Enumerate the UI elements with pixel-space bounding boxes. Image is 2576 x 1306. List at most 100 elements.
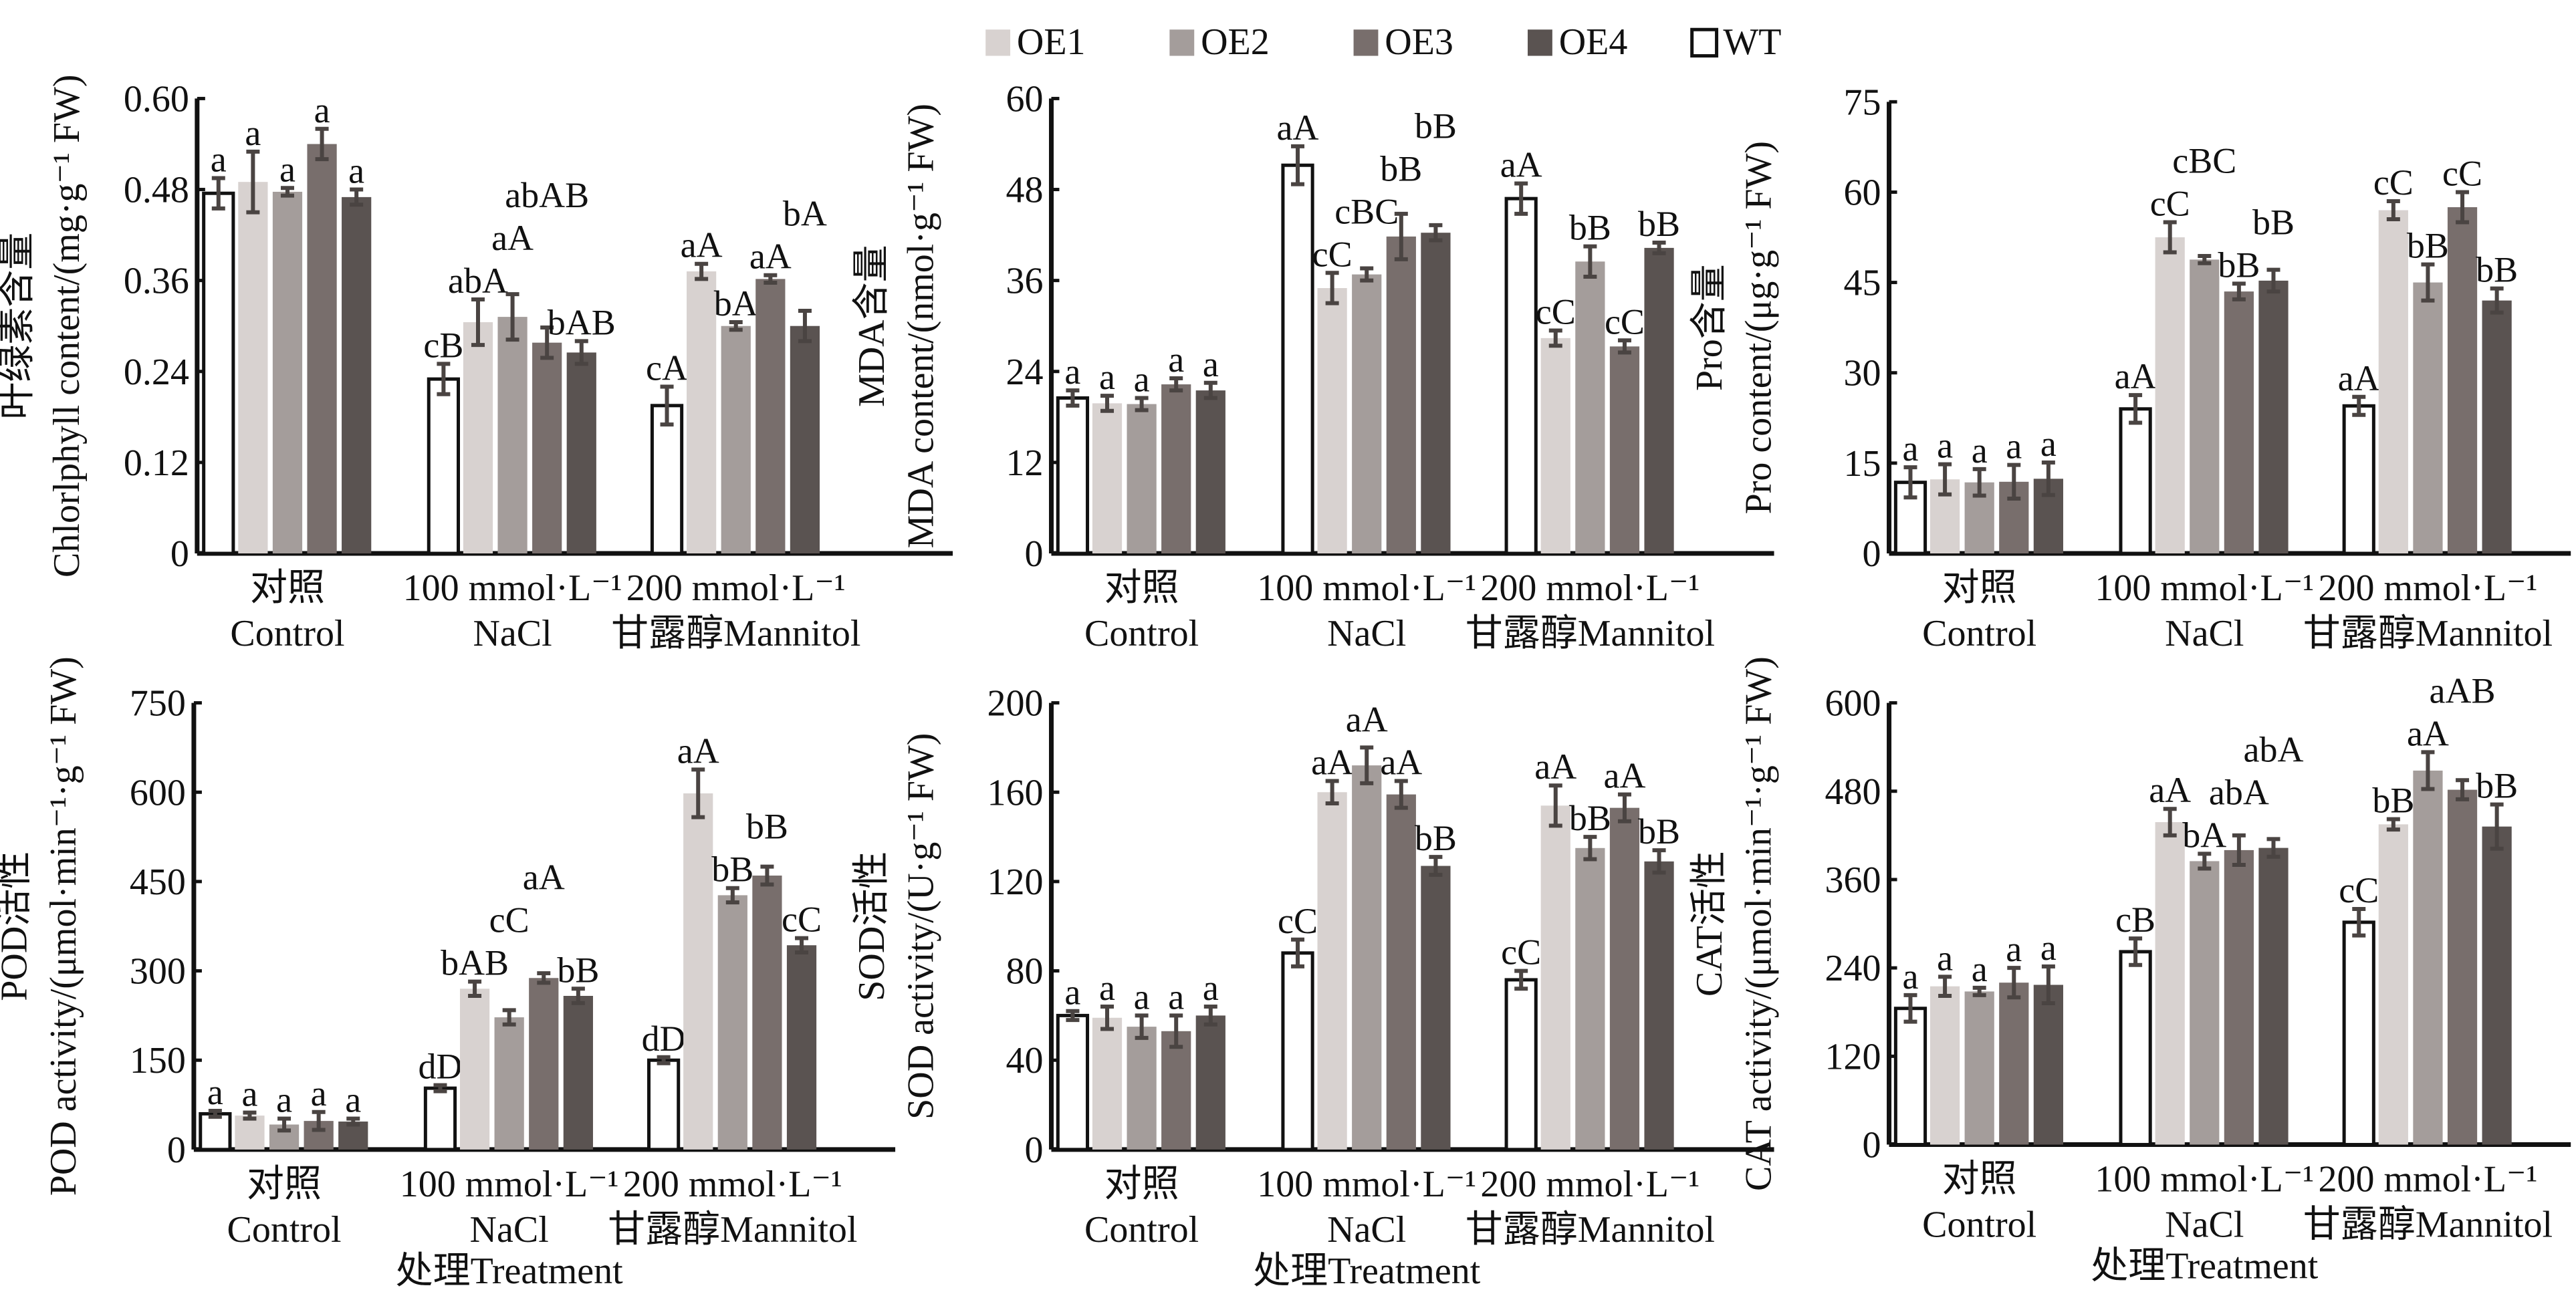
bar-oe2	[1127, 404, 1157, 554]
bar-oe3	[529, 978, 559, 1150]
significance-letter: cC	[489, 900, 530, 940]
error-bar	[280, 186, 294, 198]
bar-oe2	[1352, 765, 1382, 1150]
bar-oe1	[687, 271, 717, 554]
bar-oe4	[1644, 861, 1674, 1150]
error-bar	[1100, 394, 1115, 413]
bar-wt	[1504, 197, 1538, 555]
bar-oe4	[1195, 390, 1225, 554]
error-bar	[211, 176, 225, 211]
y-tick-label: 750	[130, 683, 186, 725]
x-category-label: 100 mmol·L⁻¹	[1257, 567, 1476, 609]
error-bar	[2266, 837, 2280, 859]
significance-letter: bA	[714, 283, 758, 323]
bar-oe2	[494, 1017, 524, 1150]
y-axis-title: CAT activity/(μmol·min⁻¹·g⁻¹ FW)	[1738, 656, 1780, 1191]
legend-label: OE4	[1559, 21, 1628, 63]
x-category-label: Control	[1084, 1209, 1199, 1251]
significance-letter: cA	[646, 348, 688, 388]
bar-oe2	[721, 325, 751, 554]
chart-panel-5: 0 40 80 120 160 200 SOD活性 SOD activity/(U·g⁻¹ F…	[851, 683, 1774, 1292]
error-bar	[1394, 211, 1408, 261]
significance-letter: aAB	[2430, 670, 2496, 710]
error-bar	[1169, 376, 1183, 393]
error-bar	[2386, 199, 2400, 222]
y-tick-label: 120	[1825, 1036, 1881, 1077]
error-bar	[2421, 262, 2435, 303]
significance-letter: dD	[418, 1047, 462, 1087]
bar-oe4	[1421, 866, 1451, 1150]
error-bar	[1514, 968, 1528, 991]
bar-oe2	[2413, 282, 2443, 554]
bar-oe4	[2033, 985, 2063, 1145]
significance-letter: a	[1972, 949, 1988, 989]
y-tick-label: 0	[167, 1130, 186, 1171]
legend-item-oe4: OE4	[1528, 21, 1627, 63]
x-category-label: 200 mmol·L⁻¹	[623, 1164, 842, 1205]
y-tick-label: 160	[987, 772, 1043, 813]
bar-wt	[202, 191, 235, 555]
significance-letter: a	[1064, 352, 1080, 392]
error-bar	[1066, 388, 1080, 408]
bar-oe2	[717, 895, 747, 1150]
y-tick-label: 0.12	[124, 442, 189, 484]
error-bar	[1325, 271, 1339, 305]
error-bar	[2007, 966, 2021, 1000]
error-bar	[1360, 266, 1374, 283]
error-bar	[2129, 393, 2143, 425]
y-axis-title: MDA content/(nmol·g⁻¹ FW)	[901, 104, 942, 548]
significance-letter: aA	[2149, 770, 2191, 810]
significance-letter: a	[314, 90, 330, 130]
significance-letter: bB	[2476, 250, 2518, 290]
y-tick-label: 40	[1006, 1040, 1043, 1081]
bar-wt	[2342, 920, 2375, 1147]
significance-letter: bB	[2476, 766, 2518, 806]
error-bar	[2163, 220, 2177, 255]
significance-letter: bB	[557, 950, 599, 990]
error-bar	[2421, 750, 2435, 791]
chart-panel-1: 0 0.12 0.24 0.36 0.48 0.60 叶绿素含量 Chlorlphyll co…	[0, 74, 953, 654]
bar-oe2	[2190, 861, 2220, 1145]
x-category-label: Control	[230, 613, 344, 654]
significance-letter: bB	[2252, 202, 2295, 242]
significance-letter: cC	[2150, 184, 2190, 224]
y-axis-title: SOD activity/(U·g⁻¹ FW)	[901, 733, 942, 1120]
error-bar	[277, 1116, 291, 1133]
error-bar	[1583, 244, 1597, 279]
x-category-label: 200 mmol·L⁻¹	[626, 567, 846, 609]
y-tick-label: 0	[170, 533, 189, 575]
bar-oe2	[1127, 1027, 1157, 1150]
error-bar	[350, 187, 364, 207]
significance-letter: a	[1134, 359, 1150, 399]
x-category-label: 100 mmol·L⁻¹	[403, 567, 622, 609]
significance-letter: cB	[2115, 900, 2155, 940]
bar-wt	[650, 404, 684, 555]
significance-letter: a	[276, 1080, 292, 1120]
error-bar	[2007, 463, 2021, 501]
significance-letter: a	[1168, 340, 1184, 380]
y-tick-label: 15	[1844, 443, 1881, 485]
error-bar	[1100, 1005, 1115, 1031]
significance-letter: cBC	[2172, 141, 2236, 181]
x-category-label: 100 mmol·L⁻¹	[2095, 1159, 2314, 1200]
significance-letter: a	[2006, 426, 2022, 467]
y-tick-label: 200	[987, 683, 1043, 725]
error-bar	[537, 971, 551, 985]
significance-letter: bB	[1638, 811, 1680, 852]
significance-letter: cC	[1605, 301, 1645, 342]
bar-oe2	[2190, 259, 2220, 554]
chart-panel-3: 0 15 30 45 60 75 Pro含量 Pro content/(μg·g⁻¹ FW) a…	[1689, 82, 2571, 654]
bar-oe1	[463, 322, 493, 554]
legend-item-wt: WT	[1690, 21, 1781, 63]
x-category-label: 甘露醇Mannitol	[2303, 1204, 2553, 1246]
significance-letter: cC	[2442, 153, 2482, 193]
error-bar	[695, 261, 709, 281]
x-category-label: 甘露醇Mannitol	[1466, 613, 1715, 654]
x-category-label: 200 mmol·L⁻¹	[1480, 567, 1700, 609]
error-bar	[1938, 974, 1952, 999]
significance-letter: aA	[1346, 700, 1388, 740]
y-tick-label: 0.48	[124, 170, 189, 211]
y-tick-label: 0.24	[124, 352, 189, 393]
y-tick-label: 24	[1006, 352, 1043, 393]
bar-wt	[423, 1086, 457, 1152]
